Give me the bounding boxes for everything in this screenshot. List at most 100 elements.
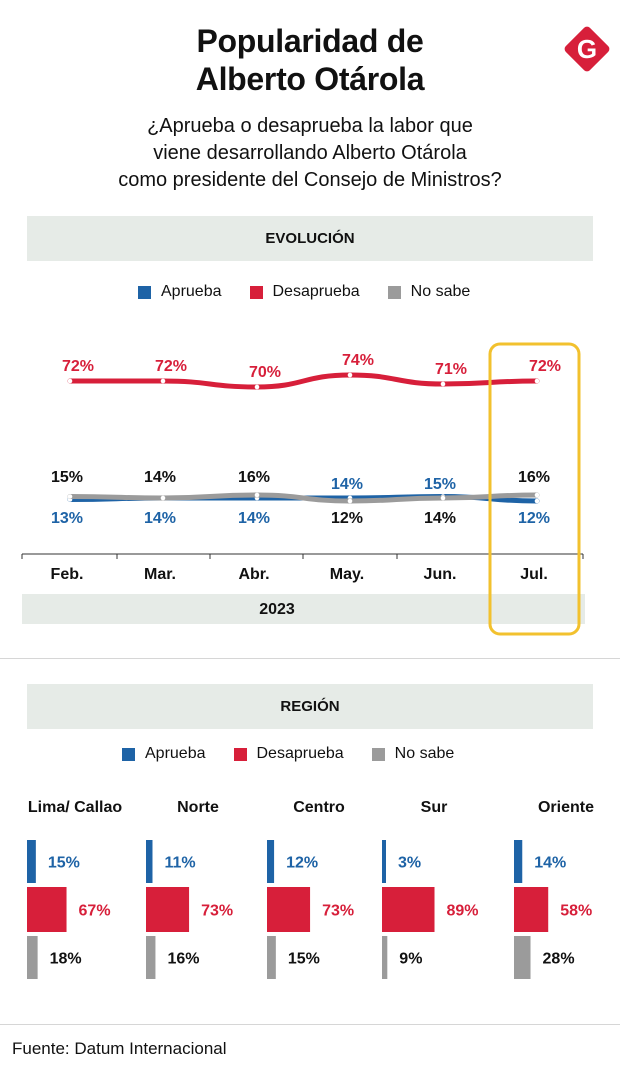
logo-letter: G xyxy=(577,34,597,64)
region-label-centro: Centro xyxy=(293,799,345,816)
bar-desaprueba-oriente xyxy=(514,887,549,932)
bar-label-desaprueba-norte: 73% xyxy=(201,903,233,920)
x-tick-label-mar: Mar. xyxy=(144,566,176,583)
source-note: Fuente: Datum Internacional xyxy=(12,1039,227,1058)
x-tick-label-abr: Abr. xyxy=(238,566,269,583)
data-label-no-sabe-abr: 16% xyxy=(238,469,270,486)
bar-no-sabe-norte xyxy=(146,936,156,979)
legend-item-aprueba: Aprueba xyxy=(138,283,222,301)
bar-desaprueba-norte xyxy=(146,887,190,932)
year-label: 2023 xyxy=(259,601,295,618)
logo-diamond xyxy=(564,26,610,72)
bar-label-desaprueba-lima-callao: 67% xyxy=(79,903,111,920)
section-divider xyxy=(0,658,620,659)
data-label-desaprueba-feb: 72% xyxy=(62,358,94,375)
data-point-aprueba-jul xyxy=(534,498,540,504)
legend-label-aprueba: Aprueba xyxy=(161,283,222,300)
legend-evolucion: Aprueba Desaprueba No sabe xyxy=(138,283,498,301)
data-label-desaprueba-mar: 72% xyxy=(155,358,187,375)
legend-label-no-sabe: No sabe xyxy=(410,283,471,300)
data-label-no-sabe-feb: 15% xyxy=(51,469,83,486)
bar-label-desaprueba-oriente: 58% xyxy=(560,903,592,920)
data-label-aprueba-may: 14% xyxy=(331,476,363,493)
page-title: Popularidad de Alberto Otárola xyxy=(0,22,620,98)
x-tick-label-may: May. xyxy=(330,566,364,583)
region-label-lima-callao: Lima/ Callao xyxy=(28,799,122,816)
data-point-no-sabe-feb xyxy=(67,494,73,499)
data-label-desaprueba-may: 74% xyxy=(342,352,374,369)
legend-label-desaprueba: Desaprueba xyxy=(256,745,344,762)
region-label-oriente: Oriente xyxy=(538,799,594,816)
region-label-norte: Norte xyxy=(177,799,219,816)
data-point-no-sabe-mar xyxy=(160,495,166,501)
region-bar-chart: Lima/ Callao 15% 67% 18% Norte 11% 73% 16% Centr… xyxy=(27,799,594,979)
data-point-no-sabe-jul xyxy=(534,492,540,498)
bar-aprueba-lima-callao xyxy=(27,840,36,883)
bar-label-aprueba-norte: 11% xyxy=(164,855,195,872)
legend-swatch-desaprueba xyxy=(233,747,247,761)
legend-swatch-aprueba xyxy=(138,285,151,299)
bar-label-desaprueba-sur: 89% xyxy=(447,903,479,920)
x-tick-label-jul: Jul. xyxy=(520,566,548,583)
bar-aprueba-oriente xyxy=(514,840,523,883)
section-title-evolucion: EVOLUCIÓN xyxy=(265,230,355,247)
bar-label-aprueba-oriente: 14% xyxy=(534,855,566,872)
data-label-desaprueba-abr: 70% xyxy=(249,364,281,381)
year-band xyxy=(22,594,585,624)
title-line-1: Popularidad de xyxy=(196,23,424,59)
bar-no-sabe-centro xyxy=(267,936,276,979)
legend-item-no-sabe: No sabe xyxy=(371,745,455,763)
legend-item-desaprueba: Desaprueba xyxy=(233,745,344,763)
subtitle-line-2: viene desarrollando Alberto Otárola xyxy=(153,142,467,164)
legend-swatch-no-sabe xyxy=(387,285,401,299)
legend-label-desaprueba: Desaprueba xyxy=(272,283,360,300)
section-band-region: REGIÓN xyxy=(27,684,593,729)
evolution-line-chart: 2023 Feb. Mar. Abr. May. Jun. Jul. 72% 72% 70% 74%… xyxy=(21,342,585,636)
section-title-region: REGIÓN xyxy=(280,698,340,715)
data-label-aprueba-mar: 14% xyxy=(144,510,176,527)
legend-item-aprueba: Aprueba xyxy=(122,745,206,763)
bar-no-sabe-sur xyxy=(382,936,388,979)
legend-swatch-no-sabe xyxy=(371,747,385,761)
bar-label-desaprueba-centro: 73% xyxy=(322,903,354,920)
bar-desaprueba-lima-callao xyxy=(27,887,67,932)
data-point-desaprueba-jun xyxy=(440,381,446,387)
legend-item-no-sabe: No sabe xyxy=(387,283,471,301)
data-label-aprueba-feb: 13% xyxy=(51,510,83,527)
data-label-desaprueba-jul: 72% xyxy=(529,358,561,375)
data-point-desaprueba-jul xyxy=(534,378,540,384)
data-point-no-sabe-may xyxy=(347,498,353,504)
bar-label-no-sabe-oriente: 28% xyxy=(543,951,575,968)
data-label-aprueba-jul: 12% xyxy=(518,510,550,527)
legend-swatch-aprueba xyxy=(122,747,135,761)
highlight-box-jul xyxy=(488,342,581,636)
bar-no-sabe-oriente xyxy=(514,936,531,979)
footer-divider xyxy=(0,1024,620,1025)
bar-label-no-sabe-centro: 15% xyxy=(288,951,320,968)
bar-label-no-sabe-lima-callao: 18% xyxy=(50,951,82,968)
bar-no-sabe-lima-callao xyxy=(27,936,38,979)
data-point-no-sabe-abr xyxy=(254,492,260,498)
data-point-desaprueba-feb xyxy=(67,378,73,384)
bar-label-aprueba-lima-callao: 15% xyxy=(48,855,80,872)
section-band-evolucion: EVOLUCIÓN xyxy=(27,216,593,261)
data-label-aprueba-jun: 15% xyxy=(424,476,456,493)
subtitle: ¿Aprueba o desaprueba la labor que viene… xyxy=(60,113,560,194)
bar-aprueba-norte xyxy=(146,840,153,883)
bar-label-aprueba-centro: 12% xyxy=(286,855,318,872)
data-point-desaprueba-may xyxy=(347,372,353,378)
legend-label-no-sabe: No sabe xyxy=(394,745,455,762)
x-tick-label-feb: Feb. xyxy=(51,566,84,583)
data-point-no-sabe-jun xyxy=(440,495,446,501)
legend-item-desaprueba: Desaprueba xyxy=(249,283,360,301)
series-line-no-sabe xyxy=(67,492,540,504)
x-tick-label-jun: Jun. xyxy=(424,566,457,583)
data-label-desaprueba-jun: 71% xyxy=(435,361,467,378)
subtitle-line-3: como presidente del Consejo de Ministros… xyxy=(118,169,502,191)
series-line-desaprueba xyxy=(67,372,540,390)
title-line-2: Alberto Otárola xyxy=(195,61,425,97)
bar-label-aprueba-sur: 3% xyxy=(398,855,421,872)
legend-swatch-desaprueba xyxy=(249,285,263,299)
bar-aprueba-sur xyxy=(382,840,386,883)
data-point-desaprueba-abr xyxy=(254,384,260,390)
